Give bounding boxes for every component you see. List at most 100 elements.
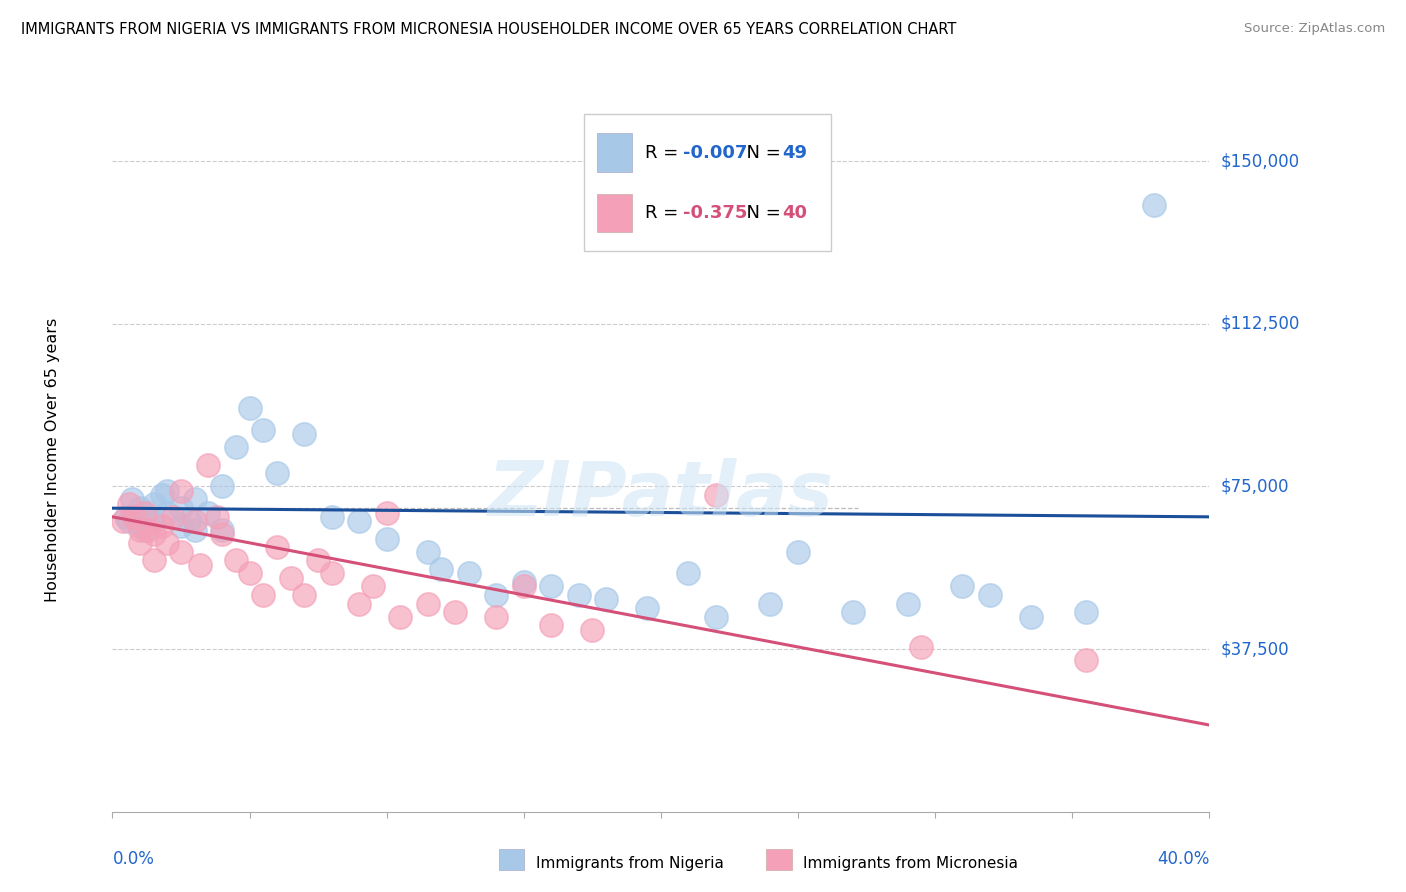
Point (124, 509, 146, 524)
Point (636, 601, 658, 615)
Text: IMMIGRANTS FROM NIGERIA VS IMMIGRANTS FROM MICRONESIA HOUSEHOLDER INCOME OVER 65: IMMIGRANTS FROM NIGERIA VS IMMIGRANTS FR… (21, 22, 956, 37)
Point (266, 467, 288, 481)
Point (197, 458, 219, 472)
Point (266, 540, 288, 554)
Point (444, 605, 467, 619)
Point (170, 544, 193, 558)
Point (183, 514, 207, 528)
Point (188, 558, 211, 572)
Point (280, 570, 302, 584)
Bar (598, 194, 633, 233)
Bar (598, 133, 633, 172)
Point (979, 588, 1001, 602)
Point (121, 492, 143, 507)
Point (704, 609, 727, 624)
Point (170, 483, 193, 498)
Point (678, 566, 700, 581)
Point (211, 479, 233, 493)
Point (430, 562, 453, 576)
Point (162, 509, 184, 524)
Text: R =: R = (645, 144, 685, 161)
Point (1143, 197, 1166, 211)
Point (513, 574, 536, 589)
Point (239, 401, 262, 416)
Point (197, 506, 219, 520)
Text: Source: ZipAtlas.com: Source: ZipAtlas.com (1244, 22, 1385, 36)
Point (134, 523, 156, 537)
Point (225, 441, 247, 455)
Point (375, 532, 398, 546)
Point (225, 553, 247, 567)
Point (142, 497, 165, 511)
Text: $150,000: $150,000 (1220, 153, 1299, 170)
Point (211, 527, 233, 541)
Point (239, 566, 262, 581)
Point (416, 544, 439, 558)
Point (142, 553, 165, 567)
Point (156, 483, 179, 498)
Point (205, 509, 228, 524)
Text: -0.375: -0.375 (683, 204, 747, 222)
Point (134, 506, 156, 520)
Point (321, 509, 343, 524)
Text: ZIPatlas: ZIPatlas (488, 458, 834, 532)
Text: -0.007: -0.007 (683, 144, 747, 161)
Point (349, 514, 371, 528)
Point (183, 492, 207, 507)
Point (118, 497, 141, 511)
Point (252, 423, 274, 437)
Text: N =: N = (735, 204, 787, 222)
Point (389, 609, 412, 624)
Point (142, 514, 165, 528)
Point (183, 523, 207, 537)
Text: Immigrants from Nigeria: Immigrants from Nigeria (536, 856, 724, 871)
Point (842, 605, 865, 619)
Text: N =: N = (735, 144, 787, 161)
Point (150, 488, 173, 502)
Text: Householder Income Over 65 years: Householder Income Over 65 years (45, 318, 59, 601)
Point (170, 518, 193, 533)
Point (1019, 609, 1042, 624)
Point (513, 579, 536, 593)
Point (568, 588, 591, 602)
Point (375, 506, 398, 520)
Point (759, 597, 782, 611)
Point (595, 592, 617, 607)
Point (142, 527, 165, 541)
Point (787, 544, 810, 558)
Point (129, 501, 152, 516)
Point (156, 536, 179, 550)
Point (458, 566, 481, 581)
Point (897, 597, 920, 611)
Point (540, 579, 562, 593)
Point (485, 588, 508, 602)
Point (581, 623, 603, 637)
Point (136, 523, 159, 537)
Point (361, 579, 384, 593)
Text: 40: 40 (783, 204, 807, 222)
Point (704, 488, 727, 502)
Text: $112,500: $112,500 (1220, 315, 1299, 333)
Text: $37,500: $37,500 (1220, 640, 1289, 658)
Point (129, 518, 152, 533)
Point (124, 509, 146, 524)
Point (485, 609, 508, 624)
Text: $75,000: $75,000 (1220, 477, 1289, 495)
Point (416, 597, 439, 611)
Text: 49: 49 (783, 144, 807, 161)
Point (129, 536, 152, 550)
Point (540, 618, 562, 632)
Point (134, 509, 156, 524)
Point (156, 506, 179, 520)
Text: R =: R = (645, 204, 685, 222)
FancyBboxPatch shape (583, 114, 831, 252)
Point (349, 597, 371, 611)
Point (129, 523, 152, 537)
Point (952, 579, 974, 593)
Point (211, 523, 233, 537)
Point (307, 553, 329, 567)
Point (112, 514, 135, 528)
Point (115, 509, 138, 524)
Point (179, 514, 201, 528)
Point (294, 588, 316, 602)
